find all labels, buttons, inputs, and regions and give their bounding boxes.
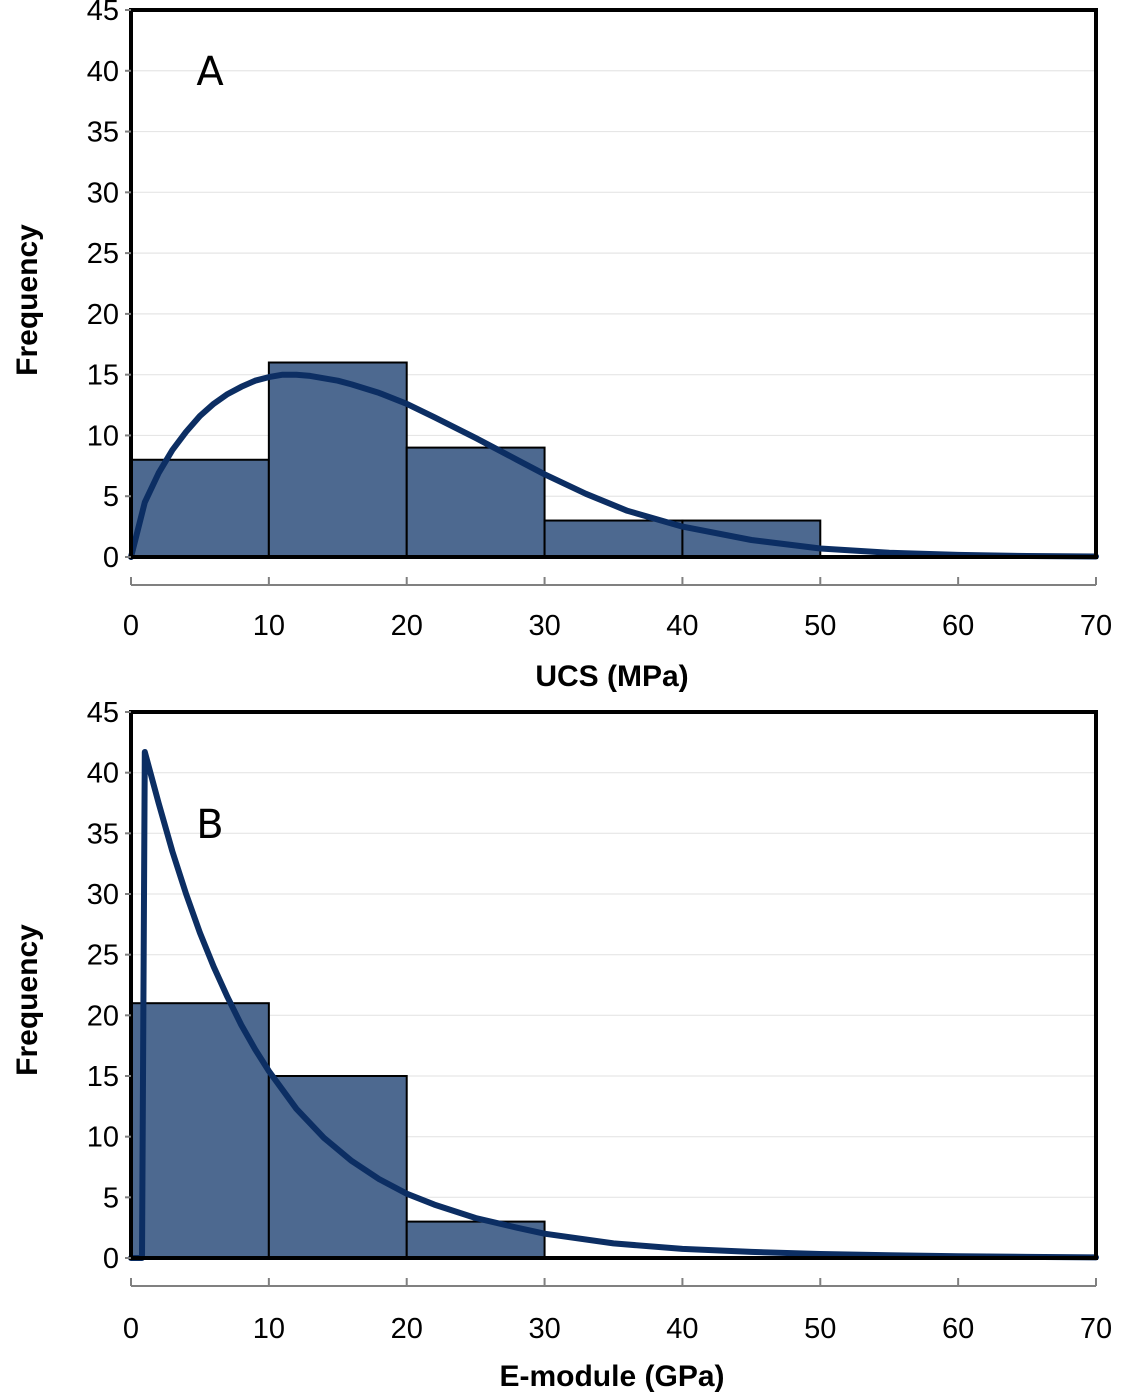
panel-b-y-tick-label: 20 xyxy=(87,1000,119,1032)
panel-a-x-axis-title: UCS (MPa) xyxy=(535,660,688,693)
panel-b-x-axis-title: E-module (GPa) xyxy=(499,1360,724,1393)
panel-a-x-tick-label: 10 xyxy=(253,610,285,642)
panel-b-y-tick-label: 15 xyxy=(87,1061,119,1093)
panel-b-y-tick-label: 5 xyxy=(103,1182,119,1214)
panel-b-label: B xyxy=(196,802,223,848)
panel-a-plot-frame xyxy=(129,8,1098,559)
panel-b-y-tick-label: 35 xyxy=(87,818,119,850)
panel-b-y-tick-label: 40 xyxy=(87,758,119,790)
panel-b-fit-curve xyxy=(128,749,1099,1261)
panel-b-x-tick-labels: 0 10 20 30 40 50 60 70 xyxy=(123,1313,1112,1345)
panel-b: 0 5 10 15 20 25 30 35 40 45 0 10 20 30 40 50 60 70 B E-m… xyxy=(11,697,1112,1393)
panel-b-y-axis-title: Frequency xyxy=(11,924,44,1076)
panel-b-x-tick-label: 40 xyxy=(666,1313,698,1345)
panel-a-bar xyxy=(543,519,684,558)
panel-b-x-tick-label: 70 xyxy=(1080,1313,1112,1345)
panel-a-y-tick-label: 35 xyxy=(87,117,119,149)
panel-a-bar xyxy=(267,361,408,558)
panel-a-x-axis xyxy=(130,577,1097,586)
panel-a-y-tick-label: 5 xyxy=(103,481,119,513)
panel-b-plot-frame xyxy=(129,710,1098,1260)
panel-a-x-tick-label: 40 xyxy=(666,610,698,642)
panel-a-y-tick-label: 45 xyxy=(87,0,119,27)
panel-a-x-tick-label: 30 xyxy=(528,610,560,642)
panel-a-y-tick-label: 40 xyxy=(87,56,119,88)
panel-a-fit-curve xyxy=(128,371,1099,560)
panel-a-x-tick-labels: 0 10 20 30 40 50 60 70 xyxy=(123,610,1112,642)
panel-b-bar xyxy=(130,1002,270,1260)
panel-a-y-tick-label: 10 xyxy=(87,420,119,452)
panel-b-x-tick-label: 10 xyxy=(253,1313,285,1345)
panel-a-y-tick-label: 30 xyxy=(87,177,119,209)
panel-a-y-tick-label: 20 xyxy=(87,299,119,331)
panel-b-x-tick-label: 20 xyxy=(391,1313,423,1345)
panel-a-x-tick-label: 50 xyxy=(804,610,836,642)
panel-b-x-tick-label: 30 xyxy=(528,1313,560,1345)
panel-b-x-axis xyxy=(130,1278,1097,1287)
panel-a-x-tick-label: 70 xyxy=(1080,610,1112,642)
panel-a-bar xyxy=(130,458,270,558)
panel-b-y-tick-label: 10 xyxy=(87,1122,119,1154)
panel-b-x-tick-label: 60 xyxy=(942,1313,974,1345)
panel-a-x-tick-label: 60 xyxy=(942,610,974,642)
panel-a-x-tick-label: 20 xyxy=(391,610,423,642)
panel-b-x-tick-label: 0 xyxy=(123,1313,139,1345)
panel-b-y-tick-label: 45 xyxy=(87,697,119,729)
panel-b-y-tick-label: 0 xyxy=(103,1243,119,1275)
panel-b-y-tick-labels: 0 5 10 15 20 25 30 35 40 45 xyxy=(87,697,131,1275)
panel-a-y-tick-label: 25 xyxy=(87,238,119,270)
panel-a-bars xyxy=(130,361,822,559)
panel-a-y-tick-label: 15 xyxy=(87,360,119,392)
panel-a-y-tick-label: 0 xyxy=(103,542,119,574)
panel-a-x-tick-label: 0 xyxy=(123,610,139,642)
panel-b-y-tick-label: 25 xyxy=(87,940,119,972)
panel-b-x-tick-label: 50 xyxy=(804,1313,836,1345)
panel-a-y-axis-title: Frequency xyxy=(11,224,44,376)
panel-a-y-tick-labels: 0 5 10 15 20 25 30 35 40 45 xyxy=(87,0,131,574)
panel-a: 0 5 10 15 20 25 30 35 40 45 0 10 20 30 40 50 60 70 A UCS… xyxy=(11,0,1112,693)
panel-a-label: A xyxy=(196,49,224,95)
panel-b-y-tick-label: 30 xyxy=(87,879,119,911)
